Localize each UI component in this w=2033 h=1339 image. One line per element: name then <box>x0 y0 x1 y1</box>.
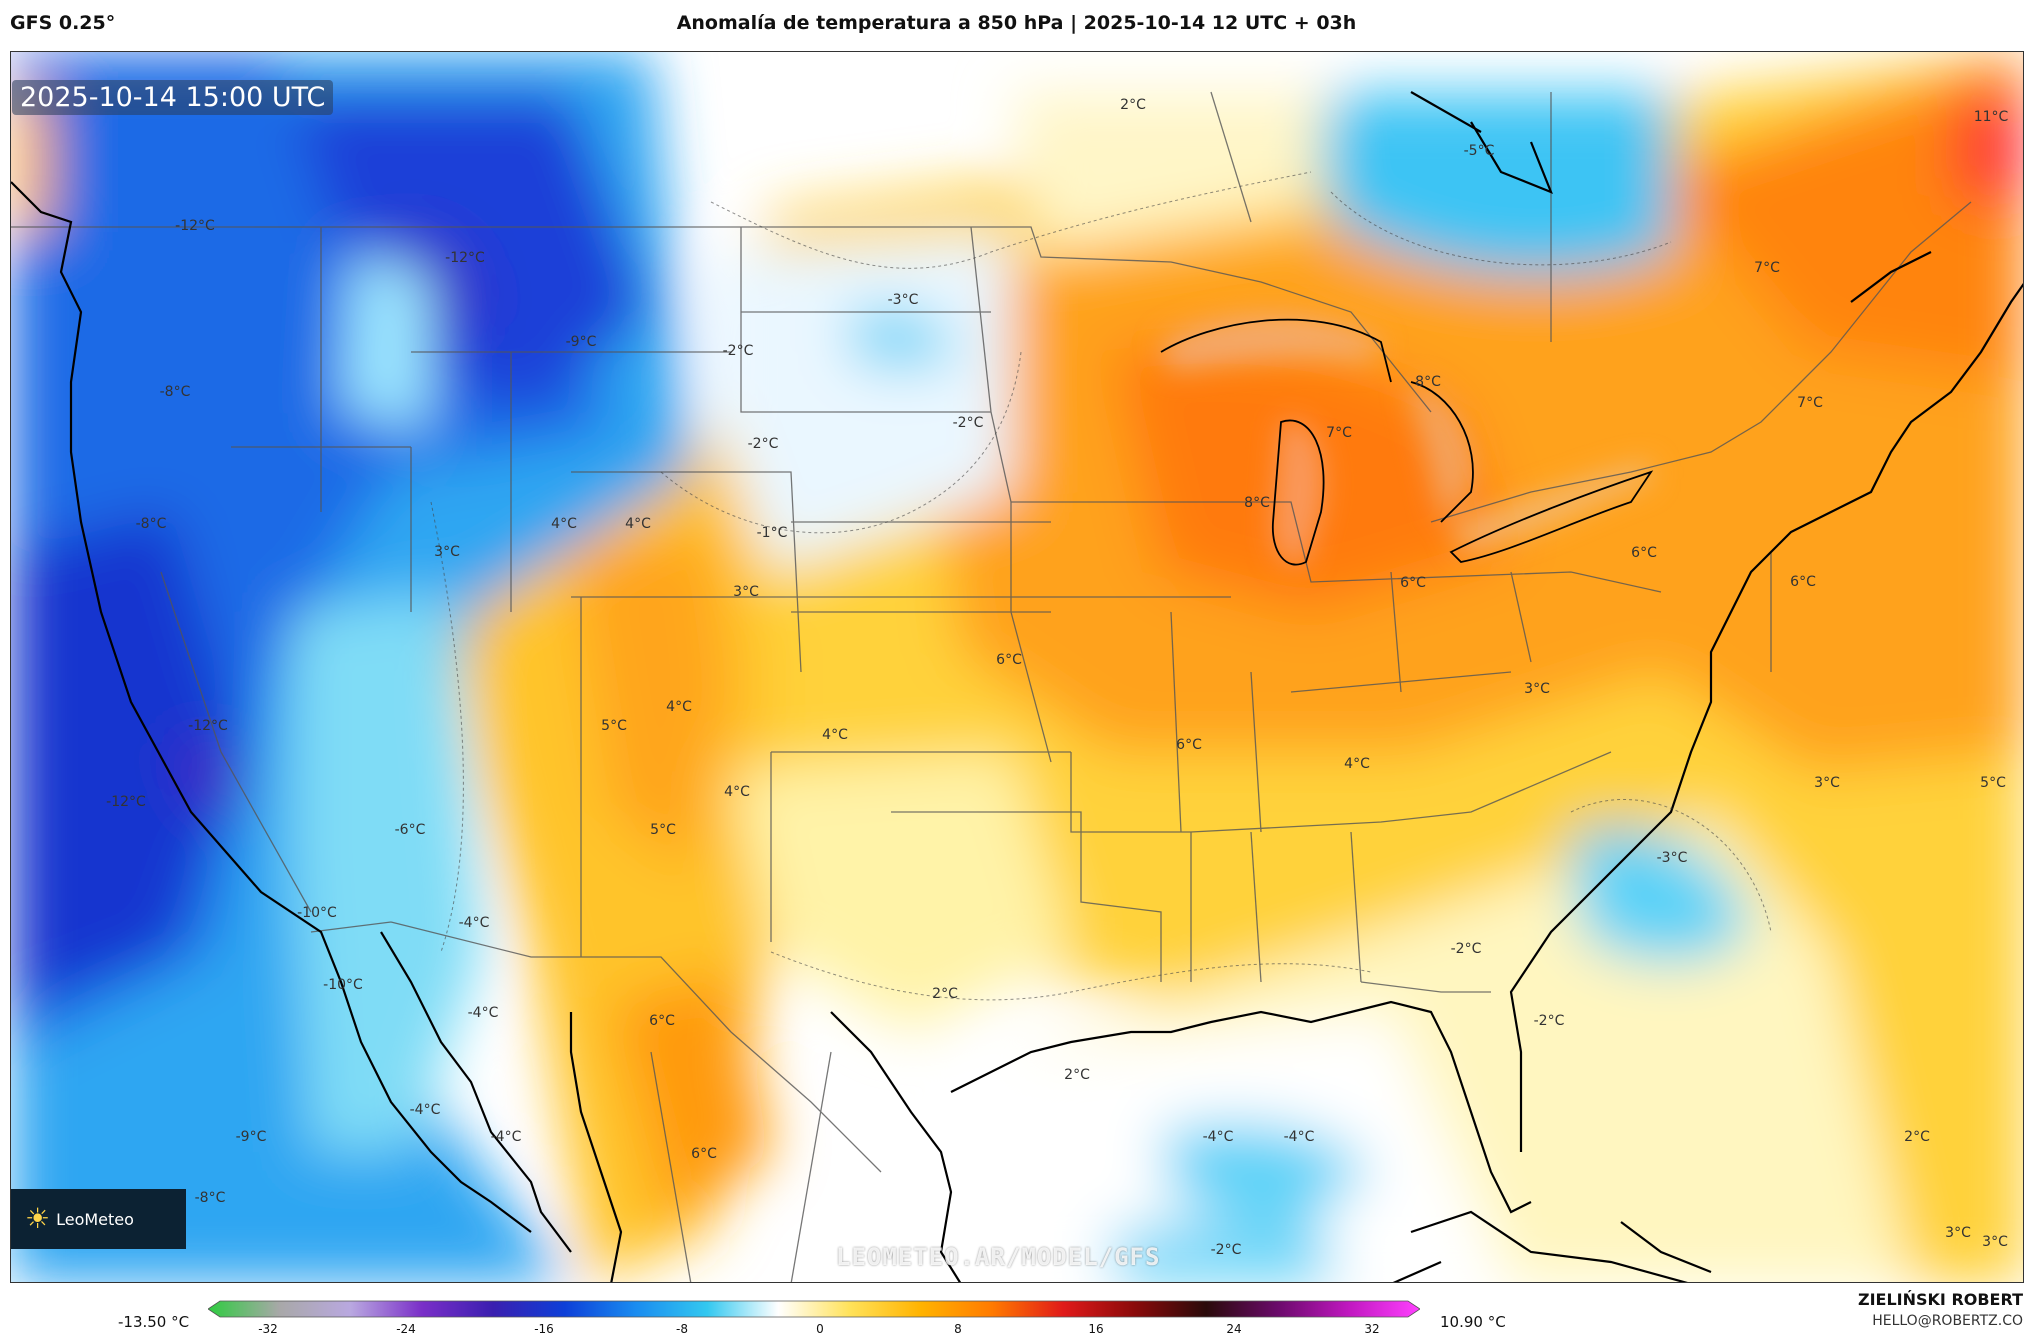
isotherm-label: -12°C <box>175 218 215 234</box>
isotherm-label: 2°C <box>1064 1067 1090 1083</box>
isotherm-label: -4°C <box>490 1129 522 1145</box>
map-canvas <box>11 52 2023 1282</box>
colorbar-tick-label: -16 <box>534 1322 554 1336</box>
isotherm-label: -9°C <box>565 334 597 350</box>
isotherm-label: -9°C <box>235 1129 267 1145</box>
isotherm-label: -2°C <box>952 415 984 431</box>
isotherm-label: -4°C <box>458 915 490 931</box>
colorbar-tick-label: 16 <box>1088 1322 1104 1336</box>
isotherm-label: 3°C <box>733 584 759 600</box>
isotherm-label: -5°C <box>1463 143 1495 159</box>
isotherm-label: 6°C <box>1176 737 1202 753</box>
chart-title: Anomalía de temperatura a 850 hPa | 2025… <box>676 12 1357 34</box>
author-name: ZIELIŃSKI ROBERT <box>1857 1290 2023 1309</box>
isotherm-label: 8°C <box>1415 374 1441 390</box>
isotherm-label: 4°C <box>666 699 692 715</box>
isotherm-label: -2°C <box>1210 1242 1242 1258</box>
isotherm-label: -8°C <box>159 384 191 400</box>
political-borders <box>11 91 1972 1282</box>
isotherm-label: -3°C <box>887 292 919 308</box>
isotherm-label: 6°C <box>1790 574 1816 590</box>
colorbar-tick-label: 24 <box>1226 1322 1242 1336</box>
colorbar-tick-label: 32 <box>1364 1322 1380 1336</box>
colorbar-tick-label: -32 <box>258 1322 278 1336</box>
isotherm-label: 3°C <box>1814 775 1840 791</box>
isotherm-label: 3°C <box>434 544 460 560</box>
isotherm-label: -10°C <box>323 977 363 993</box>
colorbar-min-label: -13.50 °C <box>118 1313 190 1331</box>
isotherm-label: -1°C <box>756 525 788 541</box>
author-email[interactable]: HELLO@ROBERTZ.CO <box>1872 1313 2023 1329</box>
colorbar-max-label: 10.90 °C <box>1440 1313 1506 1331</box>
isotherm-label: 7°C <box>1326 425 1352 441</box>
isotherm-label: -12°C <box>188 718 228 734</box>
isotherm-label: -10°C <box>297 905 337 921</box>
isotherm-label: -2°C <box>1533 1013 1565 1029</box>
isotherm-label: -3°C <box>1656 850 1688 866</box>
isotherm-label: 5°C <box>601 718 627 734</box>
isotherm-label: 5°C <box>1980 775 2006 791</box>
isotherm-label: 3°C <box>1945 1225 1971 1241</box>
isotherm-label: 4°C <box>625 516 651 532</box>
model-name: GFS 0.25° <box>10 12 116 34</box>
isotherm-label: 6°C <box>691 1146 717 1162</box>
isotherm-label: -2°C <box>747 436 779 452</box>
isotherm-label: -8°C <box>194 1190 226 1206</box>
isotherm-label: -12°C <box>106 794 146 810</box>
isotherm-label: 2°C <box>1120 97 1146 113</box>
isotherm-label: 6°C <box>996 652 1022 668</box>
isotherm-label: 3°C <box>1982 1234 2008 1250</box>
valid-time-badge: 2025-10-14 15:00 UTC <box>12 80 334 115</box>
colorbar-tick-label: 8 <box>954 1322 962 1336</box>
isotherm-label: 4°C <box>724 784 750 800</box>
isotherm-label: 7°C <box>1797 395 1823 411</box>
contour-lines <box>430 171 1772 1001</box>
isotherm-label: 4°C <box>822 727 848 743</box>
watermark-url: LEOMETEO.AR/MODEL/GFS <box>836 1243 1161 1271</box>
isotherm-label: -4°C <box>1202 1129 1234 1145</box>
isotherm-label: 6°C <box>649 1013 675 1029</box>
isotherm-label: -8°C <box>135 516 167 532</box>
isotherm-label: 5°C <box>650 822 676 838</box>
isotherm-label: 11°C <box>1973 109 2009 125</box>
sun-icon: ☀ <box>25 1202 51 1235</box>
isotherm-label: -12°C <box>445 250 485 266</box>
isotherm-label: 7°C <box>1754 260 1780 276</box>
isotherm-label: 2°C <box>1904 1129 1930 1145</box>
colorbar-tick-label: -8 <box>676 1322 688 1336</box>
coastlines <box>11 91 2023 1282</box>
logo-text: LeoMeteo <box>56 1209 134 1229</box>
author-credit: ZIELIŃSKI ROBERT HELLO@ROBERTZ.CO <box>1858 1290 2023 1329</box>
isotherm-label: -2°C <box>722 343 754 359</box>
isotherm-label: -4°C <box>1283 1129 1315 1145</box>
isotherm-label: -4°C <box>409 1102 441 1118</box>
isotherm-label: -2°C <box>1450 941 1482 957</box>
isotherm-label: -4°C <box>467 1005 499 1021</box>
isotherm-label: 2°C <box>932 986 958 1002</box>
temperature-anomaly-map[interactable]: 2°C -5°C 11°C -12°C -12°C -3°C 7°C -9°C -2°C -8°C… <box>10 51 2024 1283</box>
isotherm-label: 3°C <box>1524 681 1550 697</box>
anomaly-field <box>11 52 2023 1282</box>
colorbar-tick-label: 0 <box>816 1322 824 1336</box>
colorbar-tick-label: -24 <box>396 1322 416 1336</box>
leometeo-logo[interactable]: ☀ LeoMeteo <box>11 1189 186 1249</box>
isotherm-label: 4°C <box>1344 756 1370 772</box>
isotherm-label: 4°C <box>551 516 577 532</box>
isotherm-label: 8°C <box>1244 495 1270 511</box>
colorbar <box>208 1300 1420 1318</box>
great-lakes <box>1160 318 1654 566</box>
isotherm-label: 6°C <box>1400 575 1426 591</box>
isotherm-label: 6°C <box>1631 545 1657 561</box>
isotherm-label: -6°C <box>394 822 426 838</box>
